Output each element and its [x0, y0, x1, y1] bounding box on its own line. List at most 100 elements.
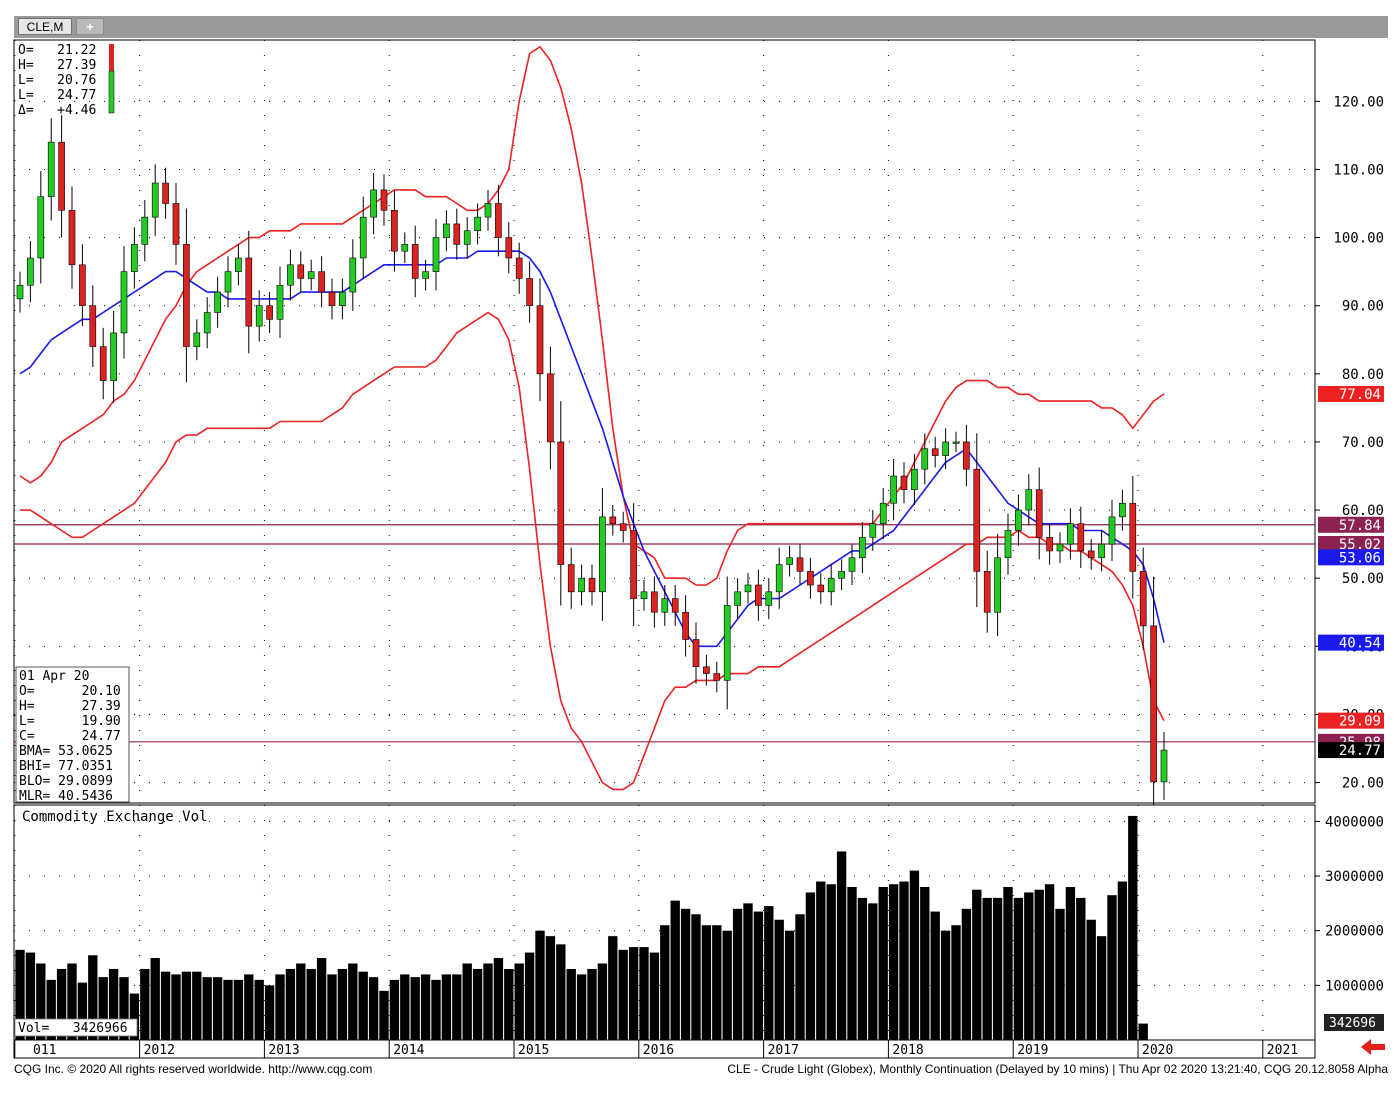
volume-bar — [296, 963, 306, 1040]
volume-bar — [743, 903, 753, 1040]
volume-bar — [784, 930, 795, 1040]
time-axis: 011 2012 2013 2014 2015 2016 2017 2018 2019 2020 2… — [13, 1039, 1316, 1059]
candlesticks — [16, 114, 1168, 832]
price-marker-label: 29.09 — [1339, 714, 1381, 730]
volume-bar — [337, 968, 348, 1040]
volume-bar — [46, 979, 56, 1040]
candle-body — [307, 271, 315, 279]
volume-bar — [691, 914, 701, 1040]
candle-body — [599, 516, 606, 593]
volume-bar — [961, 908, 972, 1040]
candle-body — [547, 373, 554, 443]
volume-bars — [15, 815, 1148, 1040]
candle-body — [318, 271, 325, 293]
candle-body — [380, 189, 388, 211]
volume-axis-ticks: 1000000 2000000 3000000 4000000 — [1315, 814, 1384, 994]
candle-body — [1150, 625, 1157, 783]
volume-bar — [972, 889, 982, 1040]
volume-bar — [847, 886, 857, 1040]
price-tick-label: 80.00 — [1342, 367, 1384, 383]
candle-body — [1035, 489, 1043, 538]
data-box-close: C= 24.77 — [19, 729, 121, 744]
candle-body — [703, 666, 710, 674]
ohlc-legend-line: L= 24.77 — [18, 88, 96, 103]
candle-body — [1077, 523, 1085, 552]
year-label: 2014 — [393, 1043, 424, 1058]
candle-body — [339, 291, 346, 306]
volume-bar — [98, 977, 108, 1040]
candle-body — [713, 673, 721, 681]
candle-body — [16, 284, 24, 300]
candle-body — [578, 577, 585, 593]
volume-bar — [535, 930, 545, 1040]
volume-bar — [1128, 815, 1138, 1040]
candle-body — [692, 639, 700, 668]
volume-bar — [483, 963, 493, 1040]
candle-body — [99, 346, 107, 381]
volume-bar — [618, 949, 628, 1040]
candle-body — [682, 611, 689, 640]
volume-bar — [400, 974, 410, 1040]
volume-bar — [514, 963, 524, 1040]
scroll-back-arrow-icon[interactable] — [1360, 1038, 1386, 1056]
candle-body — [474, 216, 481, 232]
candle-body — [1046, 537, 1053, 552]
volume-bar — [462, 963, 472, 1040]
volume-bar — [441, 974, 452, 1040]
price-tick-label: 120.00 — [1333, 94, 1384, 110]
candle-body — [68, 210, 76, 266]
candle-body — [651, 591, 658, 613]
ohlc-legend-line: H= 27.39 — [18, 58, 96, 73]
candle-body — [671, 598, 679, 613]
candle-body — [952, 441, 960, 444]
volume-bar — [909, 870, 920, 1040]
volume-bar — [472, 968, 483, 1040]
volume-bar — [452, 974, 462, 1040]
candle-body — [58, 141, 65, 211]
volume-bar — [431, 979, 441, 1040]
candle-body — [328, 291, 336, 306]
candle-body — [484, 203, 492, 218]
volume-bar — [1138, 1023, 1148, 1040]
add-tab-button[interactable]: + — [76, 18, 104, 35]
volume-bar — [264, 985, 275, 1040]
candle-body — [47, 141, 55, 197]
candle-body — [619, 523, 627, 531]
candle-body — [297, 264, 305, 279]
volume-bar — [649, 952, 660, 1040]
volume-bar — [670, 900, 680, 1040]
price-marker-box — [1318, 634, 1384, 651]
candle-body — [817, 584, 825, 593]
volume-bar — [410, 977, 420, 1040]
candle-body — [755, 584, 762, 606]
candle-body — [848, 557, 856, 572]
volume-bar — [1117, 881, 1128, 1040]
year-label: 2021 — [1267, 1043, 1298, 1058]
volume-bar — [36, 963, 46, 1040]
volume-bar — [576, 974, 587, 1040]
candle-body — [141, 216, 149, 245]
candle-body — [453, 223, 461, 245]
data-window-box: 01 Apr 20 O= 20.10 H= 27.39 L= 19.90 C= … — [15, 666, 130, 804]
volume-bar — [722, 930, 732, 1040]
candle-body — [1160, 749, 1168, 783]
candle-body — [1015, 509, 1022, 531]
tab-cle-m[interactable]: CLE,M — [18, 18, 72, 35]
candle-body — [183, 244, 190, 347]
candle-body — [869, 523, 877, 538]
volume-bar — [244, 974, 254, 1040]
volume-bar — [420, 974, 431, 1040]
price-marker-label: 57.84 — [1339, 518, 1381, 534]
price-marker-label: 77.04 — [1339, 387, 1381, 403]
price-marker-label: 53.06 — [1339, 550, 1381, 566]
volume-tick-label: 2000000 — [1325, 924, 1384, 940]
candle-body — [1087, 550, 1095, 559]
volume-bar — [566, 968, 576, 1040]
volume-bar — [192, 971, 202, 1040]
candle-body — [37, 196, 45, 259]
volume-bar — [1086, 919, 1096, 1040]
year-label: 2016 — [643, 1043, 674, 1058]
volume-bar — [753, 911, 764, 1040]
